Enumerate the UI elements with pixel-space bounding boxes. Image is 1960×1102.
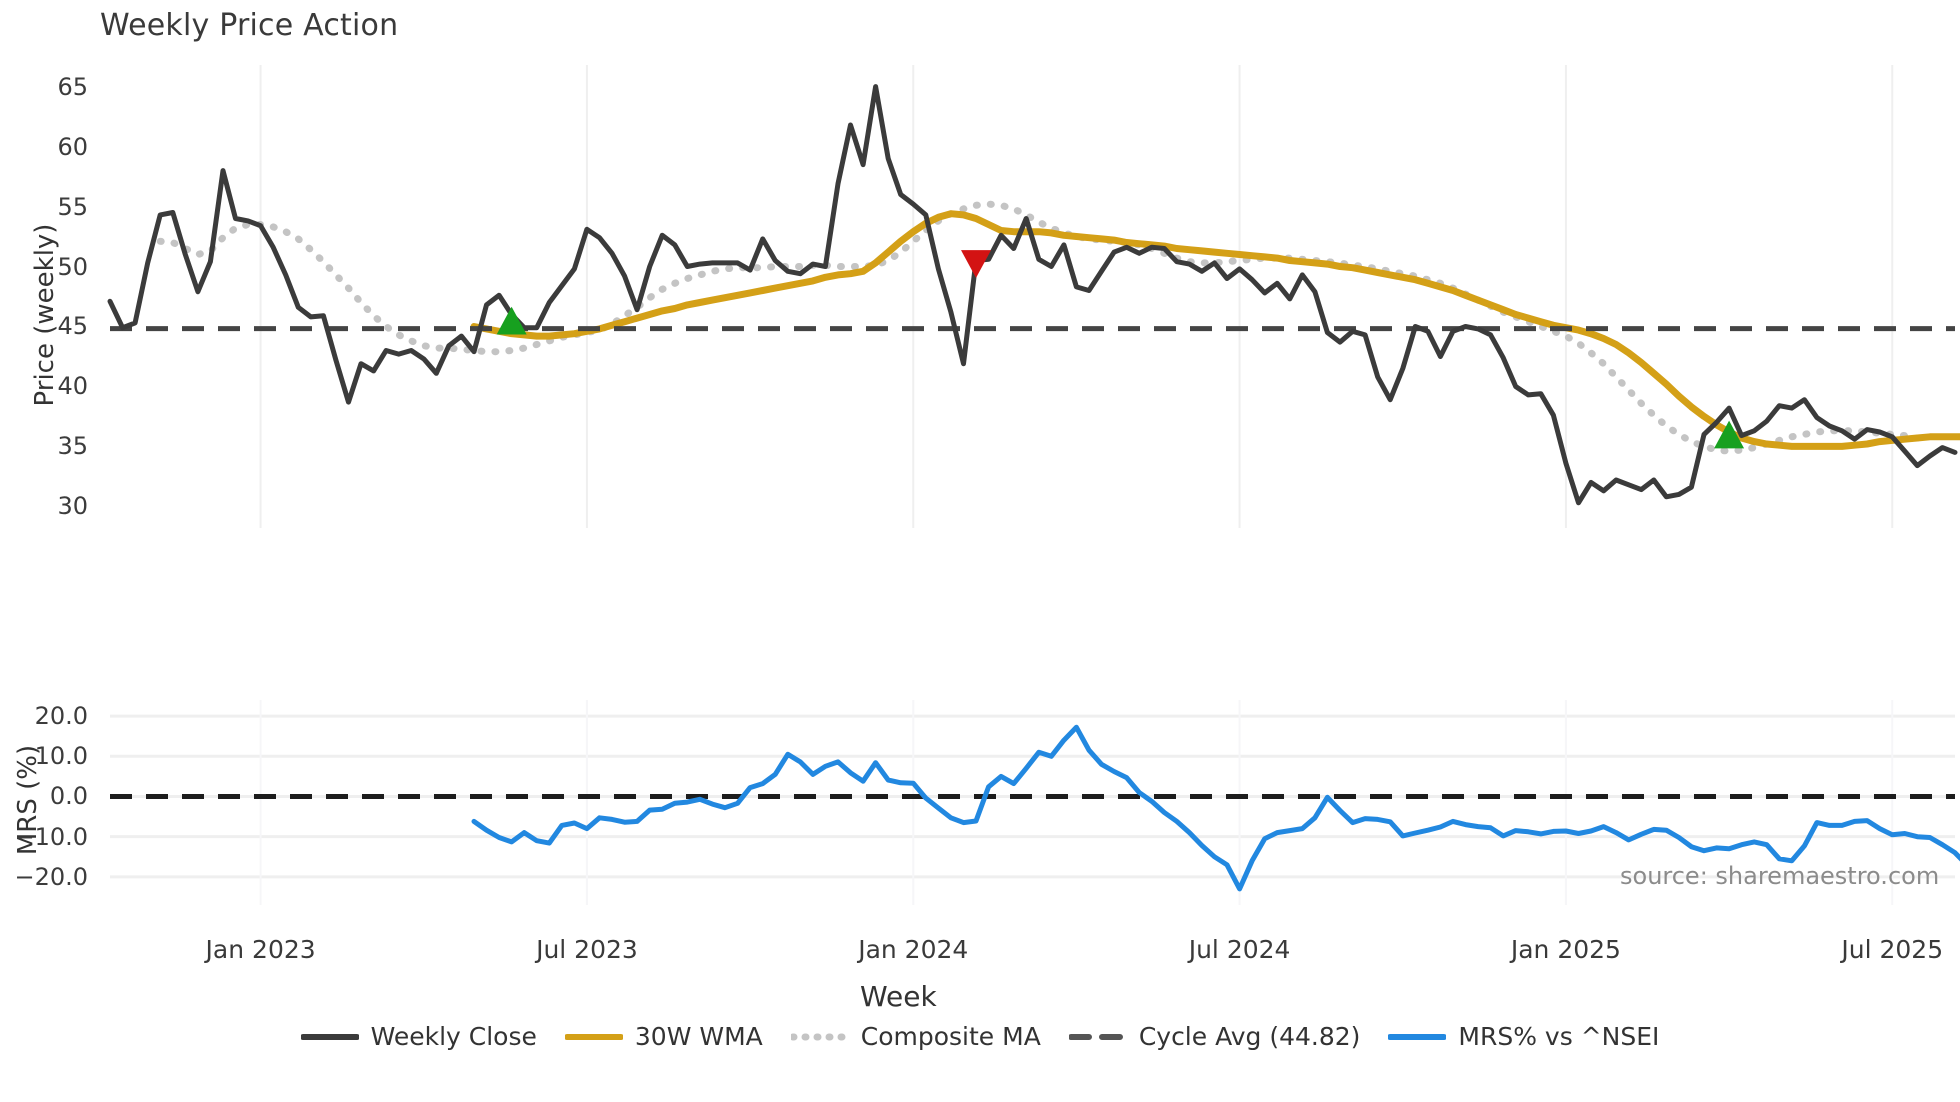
wma-line <box>470 210 1960 450</box>
x-tick-label: Jan 2023 <box>205 935 316 964</box>
x-tick-label: Jul 2025 <box>1841 935 1944 964</box>
page-title: Weekly Price Action <box>100 8 399 43</box>
sell-signal-marker <box>961 250 992 278</box>
price-y-tick-label: 45 <box>57 312 88 341</box>
x-tick-label: Jul 2023 <box>536 935 638 964</box>
x-tick-label: Jan 2024 <box>858 935 969 964</box>
legend-label: Cycle Avg (44.82) <box>1138 1022 1361 1051</box>
chart-legend: Weekly Close 30W WMA Composite MA Cycle Avg… <box>0 1022 1960 1051</box>
legend-swatch-icon <box>564 1027 623 1047</box>
legend-item[interactable]: 30W WMA <box>564 1022 763 1051</box>
price-y-tick-label: 40 <box>57 372 88 401</box>
legend-item[interactable]: Cycle Avg (44.82) <box>1068 1022 1361 1051</box>
price-y-tick-label: 65 <box>57 72 88 101</box>
mrs-y-tick-label: 10.0 <box>34 742 88 771</box>
mrs-y-tick-label: 20.0 <box>34 702 88 731</box>
legend-swatch-icon <box>790 1027 849 1047</box>
mrs-line <box>471 724 1960 892</box>
x-tick-label: Jan 2025 <box>1510 935 1621 964</box>
legend-label: Weekly Close <box>370 1022 537 1051</box>
price-y-tick-label: 55 <box>57 192 88 221</box>
price-y-tick-label: 50 <box>57 252 88 281</box>
price-y-tick-label: 60 <box>57 132 88 161</box>
mrs-y-tick-label: −20.0 <box>14 862 88 891</box>
weekly-close-line <box>107 84 1958 506</box>
legend-swatch-icon <box>300 1027 359 1047</box>
legend-item[interactable]: MRS% vs ^NSEI <box>1388 1022 1659 1051</box>
price-y-tick-label: 30 <box>57 492 88 521</box>
buy-signal-marker <box>496 306 527 335</box>
composite-ma-line <box>156 200 1921 455</box>
legend-label: 30W WMA <box>634 1022 763 1051</box>
x-tick-label: Jul 2024 <box>1188 935 1291 964</box>
legend-label: MRS% vs ^NSEI <box>1458 1022 1660 1051</box>
legend-item[interactable]: Composite MA <box>790 1022 1041 1051</box>
mrs-y-tick-label: −10.0 <box>14 822 88 851</box>
buy-signal-marker <box>1714 420 1745 449</box>
legend-swatch-icon <box>1068 1027 1127 1047</box>
x-axis-label: Week <box>860 980 937 1013</box>
legend-swatch-icon <box>1388 1027 1447 1047</box>
legend-label: Composite MA <box>860 1022 1041 1051</box>
source-watermark: source: sharemaestro.com <box>1620 862 1940 890</box>
mrs-y-tick-label: 0.0 <box>49 782 88 811</box>
price-y-tick-label: 35 <box>57 432 88 461</box>
legend-item[interactable]: Weekly Close <box>300 1022 537 1051</box>
